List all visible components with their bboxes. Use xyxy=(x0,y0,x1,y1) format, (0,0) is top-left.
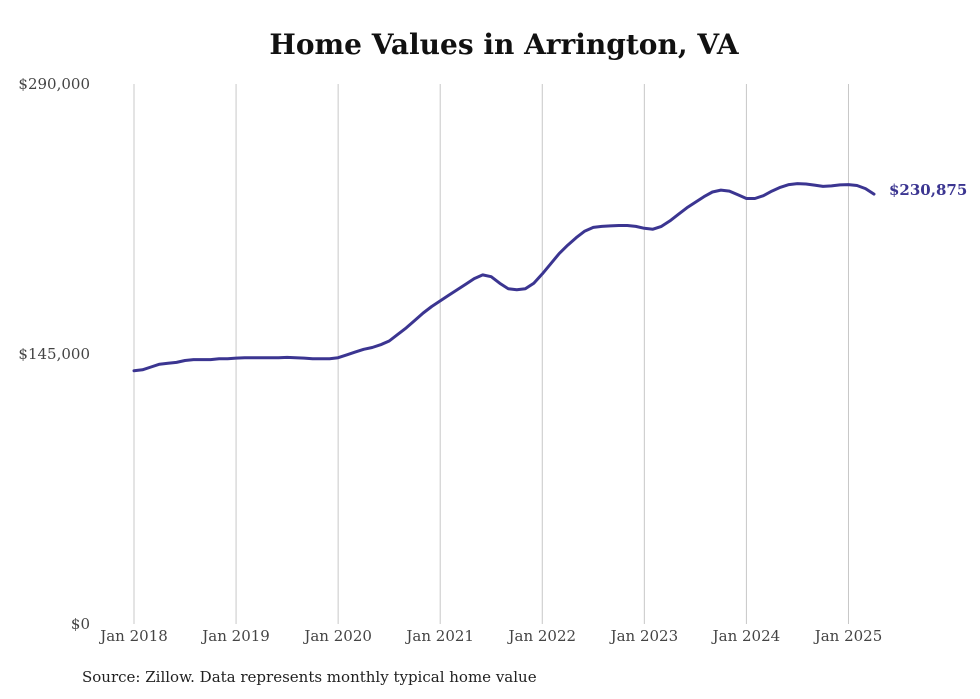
y-tick-label: $290,000 xyxy=(18,75,90,93)
x-axis-ticks: Jan 2018 Jan 2019 Jan 2020 Jan 2021 Jan 2022… xyxy=(98,627,882,645)
chart-title: Home Values in Arrington, VA xyxy=(269,28,739,61)
y-axis-ticks: $0 $145,000 $290,000 xyxy=(18,75,90,633)
x-tick-label: Jan 2021 xyxy=(404,627,474,645)
gridlines xyxy=(133,84,849,624)
x-tick-label: Jan 2022 xyxy=(506,627,576,645)
x-tick-label: Jan 2018 xyxy=(98,627,168,645)
x-tick-label: Jan 2023 xyxy=(609,627,679,645)
x-tick-label: Jan 2025 xyxy=(813,627,883,645)
x-tick-label: Jan 2020 xyxy=(302,627,372,645)
y-tick-label: $145,000 xyxy=(18,345,90,363)
x-tick-label: Jan 2024 xyxy=(711,627,781,645)
x-tick-label: Jan 2019 xyxy=(200,627,270,645)
series-group: $230,875 xyxy=(132,181,967,373)
end-value-label: $230,875 xyxy=(889,181,967,199)
y-tick-label: $0 xyxy=(71,615,90,633)
series-line xyxy=(132,182,876,373)
source-note: Source: Zillow. Data represents monthly … xyxy=(82,668,537,686)
